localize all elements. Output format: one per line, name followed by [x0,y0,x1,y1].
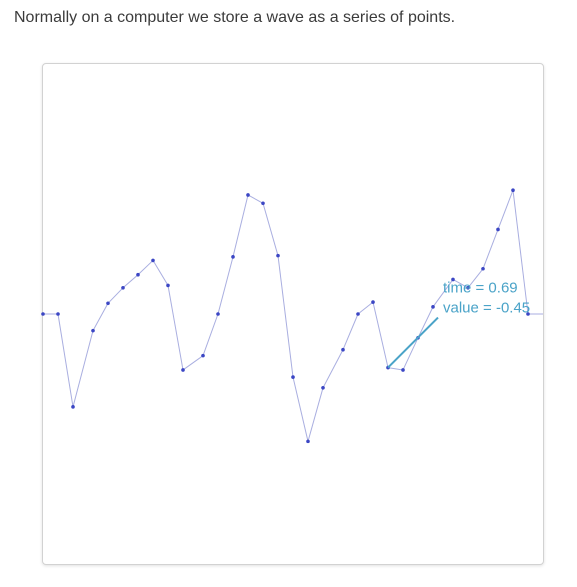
wave-sample-point[interactable] [306,439,310,444]
wave-segment [232,194,249,257]
wave-sample-point[interactable] [526,312,530,316]
wave-sample-point[interactable] [106,301,110,306]
wave-line-group [43,190,543,442]
wave-segment [482,229,499,269]
wave-sample-point[interactable] [451,277,455,282]
wave-segment [107,287,124,304]
wave-segment [217,256,234,315]
wave-sample-point[interactable] [341,347,345,352]
wave-sample-point[interactable] [56,312,60,316]
hover-highlight: time = 0.69 value = -0.45 [387,280,530,369]
wave-segment [357,301,374,315]
wave-points-group [41,188,530,444]
wave-segment [262,203,279,256]
intro-text: Normally on a computer we store a wave a… [14,9,456,26]
wave-sample-point[interactable] [91,328,95,333]
wave-sample-point[interactable] [121,286,125,290]
wave-segment [497,190,514,230]
wave-segment [92,303,109,331]
wave-sample-point[interactable] [261,201,265,206]
hover-time-label: time = 0.69 [443,280,518,297]
wave-sample-point[interactable] [496,227,500,232]
wave-segment [152,260,169,286]
wave-sample-point[interactable] [291,375,295,379]
wave-sample-point[interactable] [166,283,170,288]
wave-sample-point[interactable] [276,253,280,258]
wave-segment [57,313,74,407]
wave-sample-point[interactable] [356,312,360,316]
wave-segment [292,376,309,442]
wave-sample-point[interactable] [201,353,205,358]
wave-sample-point[interactable] [136,272,140,277]
wave-panel[interactable]: time = 0.69 value = -0.45 [41,63,544,565]
wave-segment [402,337,419,371]
wave-segment [512,190,529,315]
wave-sample-point[interactable] [511,188,515,192]
wave-segment [417,306,434,339]
wave-sample-point[interactable] [71,405,75,409]
wave-sample-point[interactable] [466,286,470,290]
wave-sample-point[interactable] [181,368,185,372]
wave-segment [137,260,154,276]
wave-segment [122,274,139,289]
wave-sample-point[interactable] [246,193,250,197]
wave-sample-point[interactable] [401,368,405,372]
wave-sample-point[interactable] [321,386,325,390]
wave-sample-point[interactable] [231,255,235,259]
hover-value-label: value = -0.45 [443,300,530,317]
wave-sample-point[interactable] [371,300,375,304]
wave-segment [167,285,184,371]
wave-segment [387,367,404,371]
wave-chart[interactable]: time = 0.69 value = -0.45 [41,64,543,564]
wave-segment [307,387,324,442]
wave-segment [322,349,344,389]
wave-segment [202,313,219,356]
hover-indicator-line [387,316,439,369]
wave-segment [277,255,294,378]
wave-segment [432,279,454,308]
wave-segment [342,313,359,350]
wave-segment [467,268,484,289]
wave-segment [247,194,264,204]
wave-sample-point[interactable] [431,305,435,309]
wave-sample-point[interactable] [216,312,220,316]
wave-segment [452,279,469,289]
wave-segment [72,330,94,407]
wave-sample-point[interactable] [481,266,485,271]
wave-segment [372,301,389,368]
wave-sample-point[interactable] [41,312,45,316]
wave-segment [182,355,204,371]
wave-sample-point[interactable] [151,258,155,263]
